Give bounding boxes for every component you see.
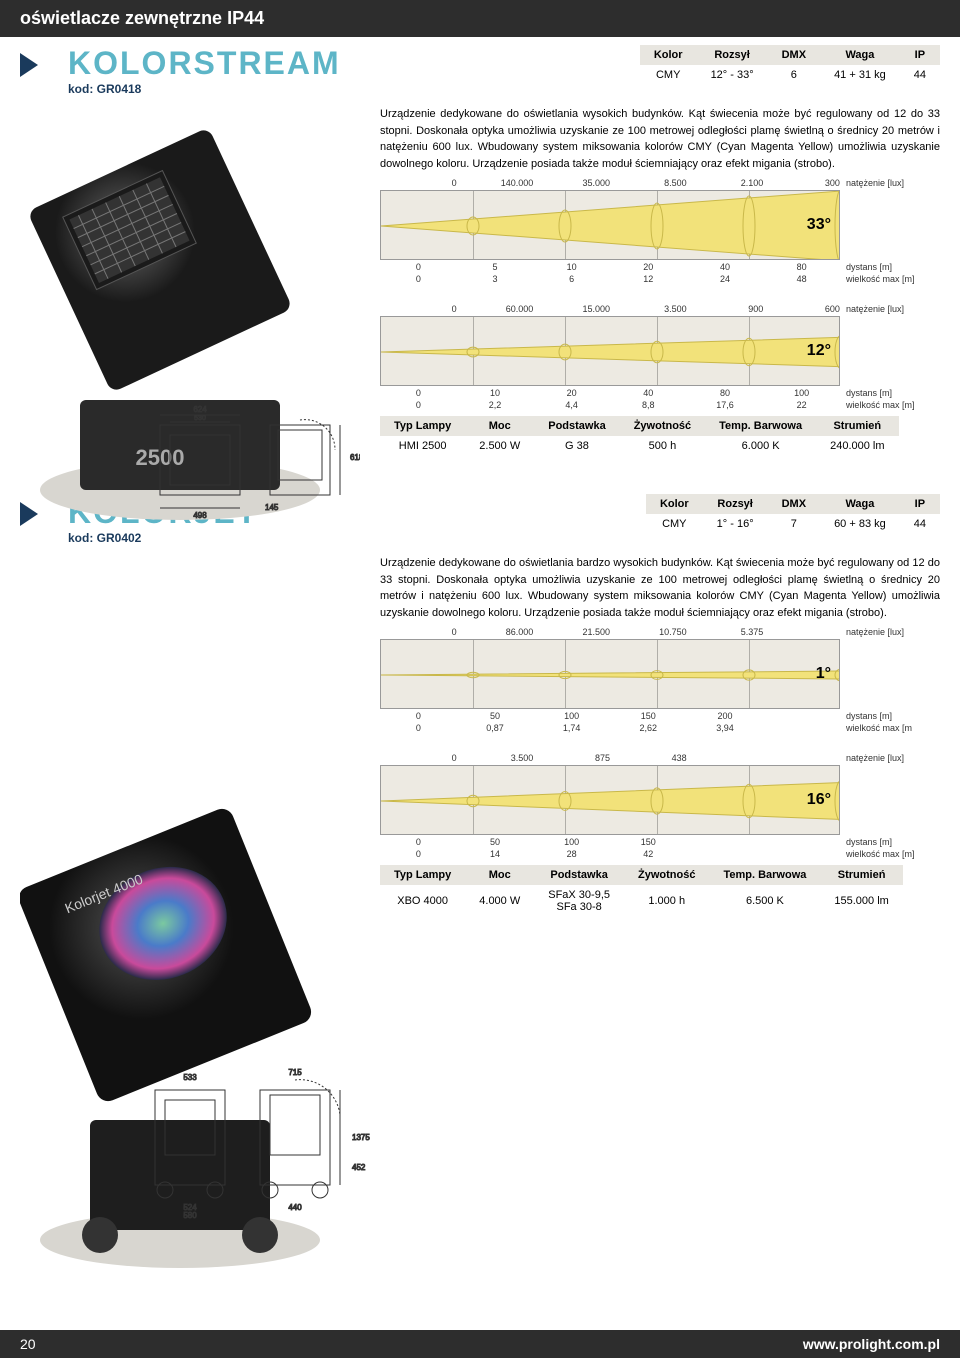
beam-chart-1: 086.00021.50010.7505.375natężenie [lux] …	[380, 627, 940, 733]
brand-title: KOLORSTREAM	[68, 45, 341, 82]
svg-text:618: 618	[350, 453, 360, 462]
svg-text:1375: 1375	[352, 1133, 370, 1142]
description: Urządzenie dedykowane do oświetlania wys…	[380, 106, 940, 172]
svg-text:498: 498	[193, 511, 207, 520]
svg-text:145: 145	[265, 503, 279, 512]
svg-text:452: 452	[352, 1163, 366, 1172]
summary-table: Kolor Rozsył DMX Waga IP CMY 12° - 33° 6…	[640, 45, 940, 85]
svg-text:530: 530	[194, 415, 206, 422]
bullet-icon	[20, 53, 38, 77]
svg-text:440: 440	[288, 1203, 302, 1212]
footer-url: www.prolight.com.pl	[803, 1336, 940, 1352]
page-number: 20	[20, 1336, 36, 1352]
product-code: kod: GR0418	[68, 82, 341, 96]
header-title: oświetlacze zewnętrzne IP44	[20, 8, 264, 28]
beam-chart-12: 060.00015.0003.500900600natężenie [lux] …	[380, 304, 940, 410]
svg-text:580: 580	[183, 1211, 197, 1220]
specs-table: Typ Lampy Moc Podstawka Żywotność Temp. …	[380, 416, 899, 456]
summary-table: Kolor Rozsył DMX Waga IP CMY 1° - 16° 7 …	[646, 494, 940, 534]
page: oświetlacze zewnętrzne IP44 2500	[0, 0, 960, 1358]
page-header: oświetlacze zewnętrzne IP44	[0, 0, 960, 37]
page-footer: 20 www.prolight.com.pl	[0, 1330, 960, 1358]
svg-text:624: 624	[193, 405, 207, 414]
specs-table: Typ Lampy Moc Podstawka Żywotność Temp. …	[380, 865, 903, 917]
dimension-drawing: 533 524 580 715 1375 452 440	[140, 1060, 370, 1225]
svg-text:533: 533	[183, 1073, 197, 1082]
svg-text:715: 715	[288, 1068, 302, 1077]
beam-chart-33: 0140.00035.0008.5002.100300natężenie [lu…	[380, 178, 940, 284]
dimension-drawing: 624 530 498 618 145	[150, 400, 360, 545]
beam-chart-16: 03.500875438natężenie [lux] 16° 05010015…	[380, 753, 940, 859]
description: Urządzenie dedykowane do oświetlania bar…	[380, 555, 940, 621]
